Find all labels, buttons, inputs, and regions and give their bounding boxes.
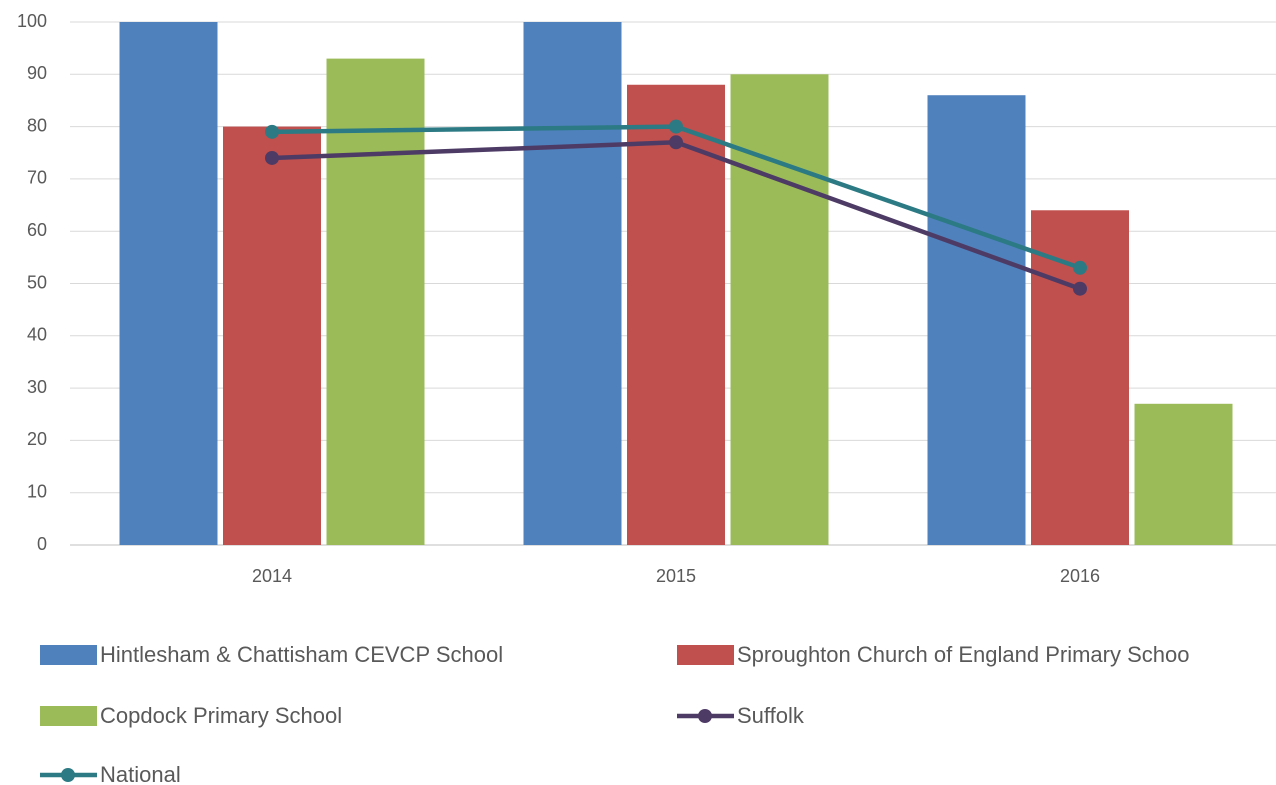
line-marker [265,150,279,165]
legend-label: Sproughton Church of England Primary Sch… [737,642,1189,667]
bar [627,84,725,545]
legend-marker [61,768,75,782]
line-marker [669,135,683,150]
y-tick-label: 80 [27,115,47,135]
bar [1134,403,1233,545]
y-tick-label: 90 [27,63,47,83]
x-tick-label: 2014 [252,566,292,586]
bar [730,74,829,546]
legend-label: Hintlesham & Chattisham CEVCP School [100,642,503,667]
legend-swatch [677,645,734,665]
line-marker [265,124,279,139]
legend-label: National [100,762,181,785]
line-marker [1073,260,1087,275]
legend-swatch [40,706,97,726]
legend-label: Copdock Primary School [100,703,342,728]
y-tick-label: 0 [37,534,47,554]
bar [1031,210,1129,545]
bar [119,22,218,545]
bar [223,126,321,545]
y-tick-label: 30 [27,377,47,397]
y-tick-label: 20 [27,429,47,449]
x-tick-label: 2015 [656,566,696,586]
line-marker [669,119,683,134]
y-tick-label: 60 [27,220,47,240]
legend-marker [698,709,712,723]
bar [523,22,622,545]
y-tick-label: 40 [27,325,47,345]
y-tick-label: 70 [27,168,47,188]
bar [326,58,425,546]
line-marker [1073,281,1087,296]
y-tick-label: 100 [17,11,47,31]
x-tick-label: 2016 [1060,566,1100,586]
bar [927,95,1026,545]
legend-swatch [40,645,97,665]
legend-label: Suffolk [737,703,805,728]
y-tick-label: 10 [27,481,47,501]
y-tick-label: 50 [27,272,47,292]
